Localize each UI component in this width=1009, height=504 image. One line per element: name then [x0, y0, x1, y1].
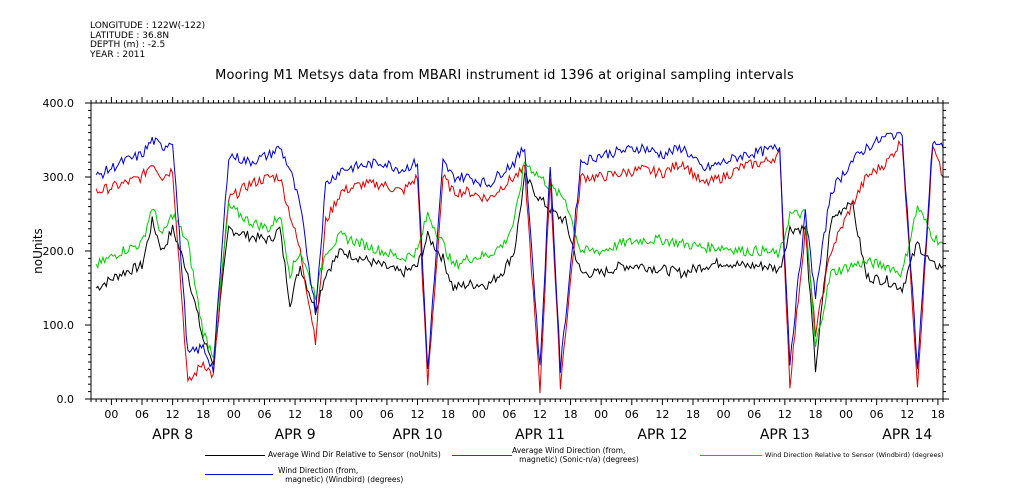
meta-latitude: LATITUDE : 36.8N [90, 30, 170, 41]
x-tick-label-7: 18 [319, 408, 333, 421]
x-tick-label-16: 00 [594, 408, 608, 421]
x-tick-label-9: 06 [380, 408, 394, 421]
day-label-5: APR 13 [760, 427, 810, 443]
x-tick-label-2: 12 [166, 408, 180, 421]
metadata-block: LONGITUDE : 122W(-122) LATITUDE : 36.8N … [90, 21, 206, 60]
x-tick-label-12: 00 [472, 408, 486, 421]
series-line-3 [95, 132, 944, 373]
x-tick-label-13: 06 [502, 408, 516, 421]
x-tick-label-4: 00 [227, 408, 241, 421]
x-tick-label-27: 18 [931, 408, 945, 421]
x-tick-label-19: 18 [686, 408, 700, 421]
x-tick-label-26: 12 [900, 408, 914, 421]
y-tick-label-2: 200.0 [43, 245, 75, 258]
x-tick-label-11: 18 [441, 408, 455, 421]
x-tick-label-22: 12 [778, 408, 792, 421]
meta-year: YEAR : 2011 [90, 49, 146, 60]
x-tick-label-3: 18 [196, 408, 210, 421]
x-tick-label-24: 00 [839, 408, 853, 421]
plot-frame [90, 102, 944, 400]
y-tick-label-4: 400.0 [43, 97, 75, 110]
y-tick-label-0: 0.0 [57, 393, 75, 406]
series-line-0 [95, 171, 944, 373]
y-tick-label-3: 300.0 [43, 171, 75, 184]
x-tick-label-15: 18 [564, 408, 578, 421]
x-tick-label-18: 12 [655, 408, 669, 421]
y-axis-label: noUnits [31, 228, 45, 274]
x-tick-label-6: 12 [288, 408, 302, 421]
x-tick-label-25: 06 [870, 408, 884, 421]
x-tick-label-5: 06 [257, 408, 271, 421]
day-label-0: APR 8 [152, 427, 193, 443]
meta-depth: DEPTH (m) : -2.5 [90, 40, 166, 50]
series-line-1 [95, 139, 944, 394]
x-tick-label-0: 00 [104, 408, 118, 421]
x-tick-label-23: 18 [808, 408, 822, 421]
x-tick-label-10: 12 [411, 408, 425, 421]
y-tick-label-1: 100.0 [43, 319, 75, 332]
day-label-3: APR 11 [515, 427, 565, 443]
series-line-2 [95, 161, 944, 359]
x-tick-label-14: 12 [533, 408, 547, 421]
x-tick-label-21: 06 [747, 408, 761, 421]
day-label-2: APR 10 [393, 427, 443, 443]
day-label-4: APR 12 [637, 427, 687, 443]
x-tick-label-20: 00 [717, 408, 731, 421]
x-tick-label-17: 06 [625, 408, 639, 421]
chart-title: Mooring M1 Metsys data from MBARI instru… [215, 68, 794, 83]
day-label-1: APR 9 [275, 427, 316, 443]
x-tick-label-8: 00 [349, 408, 363, 421]
meta-longitude: LONGITUDE : 122W(-122) [90, 21, 206, 31]
day-label-6: APR 14 [882, 427, 932, 443]
x-tick-label-1: 06 [135, 408, 149, 421]
